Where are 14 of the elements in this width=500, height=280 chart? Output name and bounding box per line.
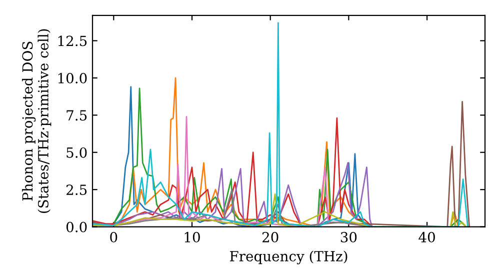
y-tick-label: 10.0	[58, 72, 87, 84]
y-tick-label: 2.5	[66, 184, 87, 196]
x-tick-label: 10	[184, 232, 200, 242]
x-tick-label: 20	[262, 232, 278, 242]
x-tick-label: 0	[110, 232, 118, 242]
x-axis-title: Frequency (THz)	[230, 250, 348, 264]
x-tick-label: 40	[418, 232, 435, 242]
y-tick-label: 5.0	[66, 147, 87, 158]
line-series	[92, 22, 468, 227]
y-axis-title: Phonon projected DOS (States/THz·primitive cell)	[22, 29, 52, 213]
y-tick-label: 12.5	[58, 36, 87, 46]
y-tick-label: 0.0	[66, 222, 87, 232]
y-tick-label: 7.5	[66, 110, 87, 121]
x-tick-label: 30	[340, 232, 357, 242]
